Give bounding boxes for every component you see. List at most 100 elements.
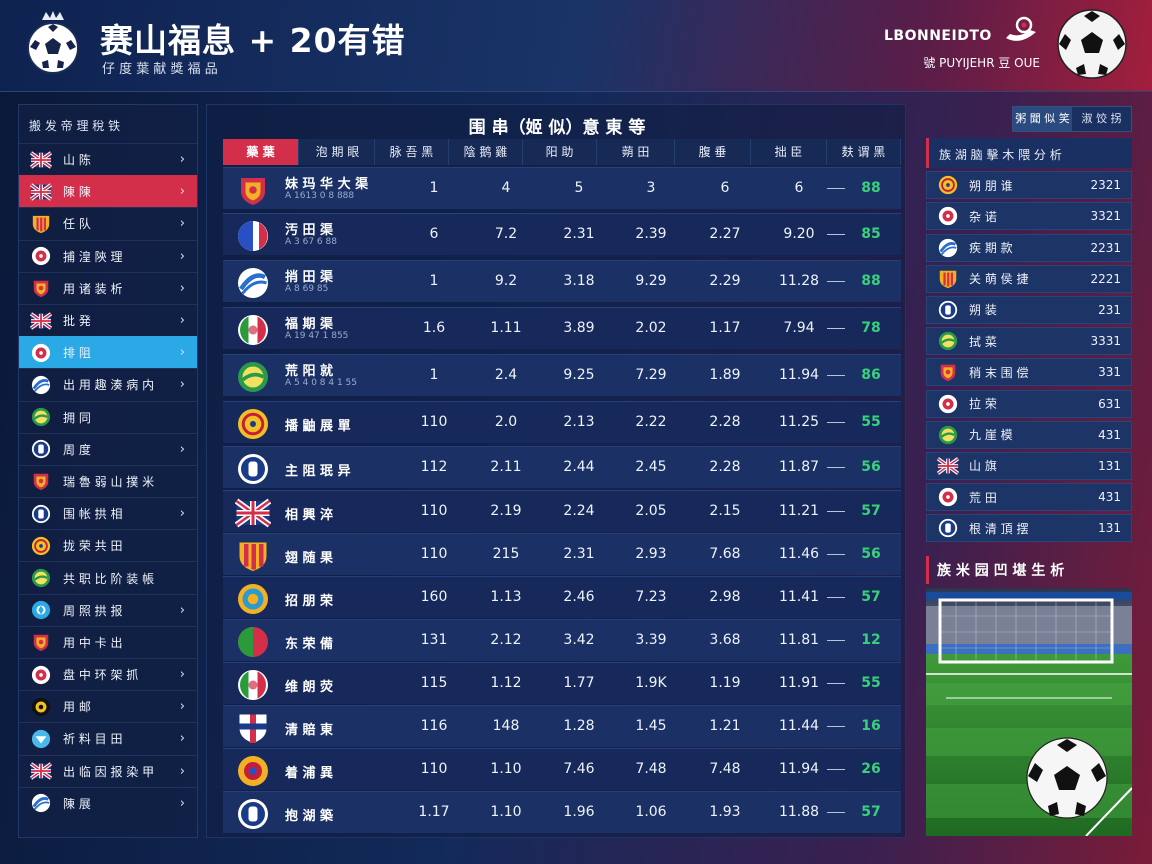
sidebar-item[interactable]: 瑞 魯 弱 山 撲 米 (19, 464, 197, 497)
tab-second[interactable]: 淑 饺 拐 (1072, 107, 1131, 131)
odds-cell[interactable]: 1.10 (490, 761, 522, 777)
table-row[interactable]: 播 鼬 展 單 110 2.0 2.13 2.22 2.28 11.25 55 (223, 401, 901, 443)
odds-cell[interactable]: 1.45 (635, 718, 667, 734)
odds-cell[interactable]: 1.17 (709, 320, 741, 336)
column-header[interactable]: 藥 葉 (223, 139, 299, 165)
ranking-item[interactable]: 荒 田 431 (926, 483, 1132, 512)
odds-cell[interactable]: 2.31 (563, 226, 595, 242)
table-row[interactable]: 主 阻 珉 异 112 2.11 2.44 2.45 2.28 11.87 56 (223, 446, 901, 488)
odds-cell[interactable]: 11.81 (778, 632, 820, 648)
odds-cell[interactable]: 1 (429, 367, 439, 383)
odds-cell[interactable]: 1.17 (418, 804, 450, 820)
odds-cell[interactable]: 11.91 (778, 675, 820, 691)
column-header[interactable]: 蒴 田 (597, 139, 675, 165)
table-row[interactable]: 招 朋 荣 160 1.13 2.46 7.23 2.98 11.41 57 (223, 576, 901, 618)
odds-cell[interactable]: 2.39 (635, 226, 667, 242)
odds-cell[interactable]: 9.25 (563, 367, 595, 383)
odds-cell[interactable]: 1 (429, 180, 439, 196)
table-row[interactable]: 抱 湖 築 1.17 1.10 1.96 1.06 1.93 11.88 57 (223, 791, 901, 833)
odds-cell[interactable]: 2.44 (563, 459, 595, 475)
sidebar-item[interactable]: 用 中 卡 出 (19, 625, 197, 658)
column-header[interactable]: 阳 助 (523, 139, 597, 165)
odds-cell[interactable]: 3 (646, 180, 656, 196)
odds-cell[interactable]: 115 (420, 675, 448, 691)
odds-cell[interactable]: 7.2 (494, 226, 518, 242)
odds-cell[interactable]: 2.05 (635, 503, 667, 519)
odds-cell[interactable]: 110 (420, 503, 448, 519)
table-row[interactable]: 东 荣 備 131 2.12 3.42 3.39 3.68 11.81 12 (223, 619, 901, 661)
ranking-item[interactable]: 杂 诺 3321 (926, 202, 1132, 231)
column-header[interactable]: 泡 期 眼 (301, 139, 375, 165)
ranking-item[interactable]: 朔 朋 谁 2321 (926, 171, 1132, 200)
ranking-item[interactable]: 疾 期 款 2231 (926, 233, 1132, 262)
sidebar-item[interactable]: 盘 中 环 架 抓 › (19, 658, 197, 690)
odds-cell[interactable]: 1.13 (490, 589, 522, 605)
odds-cell[interactable]: 3.68 (709, 632, 741, 648)
column-header[interactable]: 麸 谓 黑 (827, 139, 901, 165)
sidebar-item[interactable]: 用 邮 › (19, 690, 197, 722)
odds-cell[interactable]: 11.41 (778, 589, 820, 605)
odds-cell[interactable]: 2.93 (635, 546, 667, 562)
sidebar-item[interactable]: 陳 陳 › (19, 175, 197, 208)
odds-cell[interactable]: 9.2 (494, 273, 518, 289)
odds-cell[interactable]: 1 (429, 273, 439, 289)
sidebar-item[interactable]: 周 照 拱 报 › (19, 593, 197, 626)
odds-cell[interactable]: 9.29 (635, 273, 667, 289)
ranking-item[interactable]: 稍 末 围 偿 331 (926, 358, 1132, 387)
odds-cell[interactable]: 1.77 (563, 675, 595, 691)
table-row[interactable]: 清 賠 東 116 148 1.28 1.45 1.21 11.44 16 (223, 705, 901, 747)
odds-cell[interactable]: 11.21 (778, 503, 820, 519)
odds-cell[interactable]: 2.0 (494, 414, 518, 430)
odds-cell[interactable]: 11.44 (778, 718, 820, 734)
odds-cell[interactable]: 1.19 (709, 675, 741, 691)
odds-cell[interactable]: 110 (420, 761, 448, 777)
odds-cell[interactable]: 11.94 (778, 761, 820, 777)
odds-cell[interactable]: 2.15 (709, 503, 741, 519)
sidebar-item[interactable]: 出 临 因 报 染 甲 › (19, 754, 197, 787)
sidebar-item[interactable]: 出 用 趣 湊 病 内 › (19, 368, 197, 400)
odds-cell[interactable]: 6 (720, 180, 730, 196)
odds-cell[interactable]: 2.28 (709, 459, 741, 475)
odds-cell[interactable]: 1.12 (490, 675, 522, 691)
odds-cell[interactable]: 5 (574, 180, 584, 196)
ranking-item[interactable]: 朔 装 231 (926, 295, 1132, 324)
odds-cell[interactable]: 148 (492, 718, 520, 734)
sidebar-item[interactable]: 批 発 › (19, 303, 197, 336)
tab-first[interactable]: 粥 聞 似 笑 (1013, 107, 1072, 131)
sidebar-item[interactable]: 周 度 › (19, 432, 197, 465)
odds-cell[interactable]: 1.06 (635, 804, 667, 820)
odds-cell[interactable]: 7.46 (563, 761, 595, 777)
ranking-item[interactable]: 山 旗 131 (926, 451, 1132, 480)
odds-cell[interactable]: 2.13 (563, 414, 595, 430)
odds-cell[interactable]: 7.29 (635, 367, 667, 383)
odds-cell[interactable]: 11.25 (778, 414, 820, 430)
odds-cell[interactable]: 1.93 (709, 804, 741, 820)
odds-cell[interactable]: 131 (420, 632, 448, 648)
odds-cell[interactable]: 2.27 (709, 226, 741, 242)
sidebar-item[interactable]: 用 诸 装 析 › (19, 271, 197, 304)
sidebar-item[interactable]: 共 职 比 阶 装 帳 (19, 561, 197, 593)
table-row[interactable]: 翅 随 果 110 215 2.31 2.93 7.68 11.46 56 (223, 533, 901, 575)
odds-cell[interactable]: 1.89 (709, 367, 741, 383)
odds-cell[interactable]: 110 (420, 546, 448, 562)
column-header[interactable]: 拙 臣 (751, 139, 827, 165)
sidebar-item[interactable]: 山 陈 › (19, 143, 197, 175)
sidebar-item[interactable]: 排 阻 › (19, 336, 197, 369)
odds-cell[interactable]: 2.19 (490, 503, 522, 519)
ranking-item[interactable]: 拭 菜 3331 (926, 327, 1132, 356)
odds-cell[interactable]: 6 (794, 180, 804, 196)
odds-cell[interactable]: 11.88 (778, 804, 820, 820)
odds-cell[interactable]: 7.68 (709, 546, 741, 562)
odds-cell[interactable]: 11.94 (778, 367, 820, 383)
column-header[interactable]: 腹 垂 (675, 139, 751, 165)
odds-cell[interactable]: 2.11 (490, 459, 522, 475)
ranking-item[interactable]: 九 崖 模 431 (926, 420, 1132, 449)
odds-cell[interactable]: 1.10 (490, 804, 522, 820)
sidebar-item[interactable]: 拥 同 (19, 400, 197, 433)
odds-cell[interactable]: 3.18 (563, 273, 595, 289)
odds-cell[interactable]: 2.45 (635, 459, 667, 475)
